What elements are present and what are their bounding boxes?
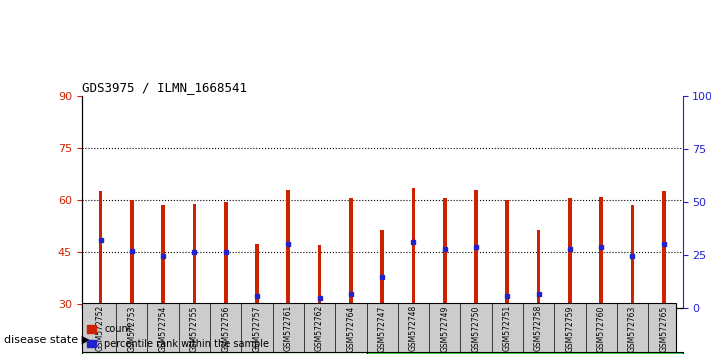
Text: GSM572758: GSM572758 [534,305,543,352]
FancyBboxPatch shape [366,352,683,354]
Text: GSM572763: GSM572763 [628,305,637,352]
Text: GSM572751: GSM572751 [503,305,512,352]
Text: GSM572755: GSM572755 [190,305,199,352]
Text: GSM572747: GSM572747 [378,305,387,352]
Bar [99,191,102,308]
Text: GSM572754: GSM572754 [159,305,168,352]
Bar [599,196,603,308]
Text: GSM572764: GSM572764 [346,305,356,352]
Text: GDS3975 / ILMN_1668541: GDS3975 / ILMN_1668541 [82,81,247,95]
Bar [474,190,478,308]
FancyBboxPatch shape [82,303,676,354]
Bar [537,230,540,308]
Bar [662,191,665,308]
Bar [443,198,447,308]
Bar [130,200,134,308]
Bar [349,198,353,308]
Text: GSM572753: GSM572753 [127,305,137,352]
Text: GSM572750: GSM572750 [471,305,481,352]
Text: GSM572762: GSM572762 [315,305,324,352]
Text: GSM572757: GSM572757 [252,305,262,352]
Bar [224,202,228,308]
Bar [506,200,509,308]
Bar [287,190,290,308]
FancyBboxPatch shape [82,352,366,354]
Text: GSM572760: GSM572760 [597,305,606,352]
Bar [193,204,196,308]
Bar [161,205,165,308]
Bar [412,188,415,308]
Bar [568,198,572,308]
Text: disease state ▶: disease state ▶ [4,335,90,345]
Text: GSM572765: GSM572765 [659,305,668,352]
Bar [631,205,634,308]
Text: GSM572756: GSM572756 [221,305,230,352]
Text: GSM572748: GSM572748 [409,305,418,352]
Legend: count, percentile rank within the sample: count, percentile rank within the sample [87,324,269,349]
Bar [318,245,321,308]
Text: GSM572749: GSM572749 [440,305,449,352]
Bar [255,244,259,308]
Text: GSM572761: GSM572761 [284,305,293,352]
Bar [380,230,384,308]
Text: GSM572752: GSM572752 [96,305,105,352]
Text: GSM572759: GSM572759 [565,305,574,352]
